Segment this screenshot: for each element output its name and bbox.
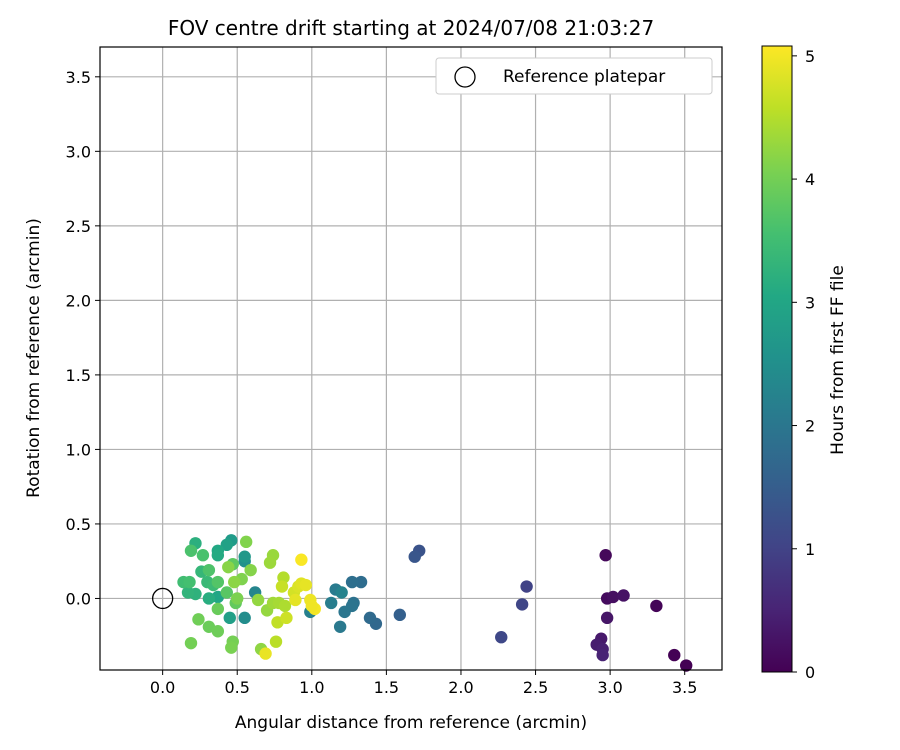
y-axis-label: Rotation from reference (arcmin) — [24, 218, 44, 498]
data-point — [305, 599, 319, 613]
data-point — [244, 563, 257, 577]
data-point — [495, 631, 508, 644]
y-tick-label: 3.5 — [66, 68, 91, 87]
colorbar-tick-label: 5 — [805, 47, 815, 66]
data-point — [183, 575, 196, 589]
x-tick-label: 3.5 — [672, 678, 697, 697]
x-tick-label: 1.5 — [374, 678, 399, 697]
data-point — [202, 563, 216, 577]
data-point — [259, 647, 272, 660]
chart-title: FOV centre drift starting at 2024/07/08 … — [168, 16, 654, 40]
data-point — [324, 596, 338, 610]
y-tick-label: 1.0 — [66, 440, 91, 459]
data-point — [408, 550, 421, 563]
data-point — [225, 641, 238, 654]
data-point — [220, 586, 233, 599]
legend-box — [435, 57, 713, 95]
x-tick-label: 3.0 — [597, 678, 622, 697]
y-tick-label: 2.5 — [66, 217, 91, 236]
y-tick-label: 1.5 — [66, 366, 91, 385]
data-point — [275, 580, 289, 593]
data-point — [192, 613, 205, 626]
data-points — [151, 534, 693, 672]
data-point — [335, 586, 348, 599]
data-point — [393, 608, 407, 622]
data-point — [338, 605, 351, 619]
data-point — [223, 611, 236, 625]
data-point — [202, 592, 216, 605]
plot-frame — [99, 46, 723, 671]
legend: Reference platepar — [435, 57, 713, 95]
data-point — [515, 598, 529, 611]
colorbar-label: Hours from first FF file — [828, 265, 848, 455]
data-point — [184, 636, 198, 650]
y-tick-label: 0.0 — [66, 589, 91, 608]
x-tick-label: 1.0 — [299, 678, 324, 697]
data-point — [617, 589, 630, 602]
data-point — [238, 611, 251, 625]
data-point — [269, 635, 283, 648]
data-point — [239, 535, 253, 549]
y-tick-label: 0.5 — [66, 515, 91, 534]
colorbar-tick-label: 4 — [805, 170, 815, 189]
data-point — [520, 580, 533, 593]
y-tick-label: 2.0 — [66, 291, 91, 310]
reference-marker — [151, 587, 174, 610]
data-point — [345, 575, 359, 589]
grid-lines — [100, 47, 722, 670]
legend-label: Reference platepar — [503, 67, 665, 87]
colorbar-tick-label: 0 — [805, 663, 815, 682]
data-point — [354, 575, 368, 589]
y-axis: 0.0 0.5 1.0 1.5 2.0 2.5 3.0 3.5 — [66, 68, 100, 608]
colorbar-tick-label: 3 — [805, 293, 815, 312]
data-point — [228, 575, 241, 589]
colorbar: 0 1 2 3 4 5 Hours from first FF file — [761, 45, 848, 682]
data-point — [596, 648, 609, 662]
legend-marker-icon — [454, 66, 476, 88]
data-point — [251, 593, 265, 607]
data-point — [600, 611, 614, 625]
data-point — [599, 549, 612, 562]
data-point — [196, 549, 210, 562]
data-point — [668, 648, 681, 662]
data-point — [184, 544, 198, 557]
data-point — [680, 659, 693, 672]
colorbar-tick-label: 2 — [805, 417, 815, 436]
data-point — [289, 593, 302, 607]
colorbar-tick-label: 1 — [805, 540, 815, 559]
data-point — [363, 611, 377, 625]
data-point — [220, 538, 233, 552]
data-point — [211, 625, 225, 638]
data-point — [278, 599, 292, 613]
data-point — [299, 578, 313, 592]
x-axis-label: Angular distance from reference (arcmin) — [235, 713, 587, 733]
data-point — [211, 602, 225, 616]
data-point — [211, 549, 225, 562]
data-point — [606, 590, 620, 604]
x-tick-label: 0.5 — [225, 678, 250, 697]
x-tick-label: 0.0 — [150, 678, 175, 697]
data-point — [238, 550, 251, 563]
data-point — [295, 553, 308, 566]
data-point — [181, 586, 195, 599]
data-point — [650, 599, 663, 613]
data-point — [263, 556, 277, 569]
data-point — [333, 620, 347, 633]
colorbar-gradient — [761, 45, 793, 673]
data-point — [280, 611, 293, 625]
colorbar-ticks: 0 1 2 3 4 5 — [792, 47, 815, 682]
x-axis: 0.0 0.5 1.0 1.5 2.0 2.5 3.0 3.5 — [150, 670, 697, 697]
data-point — [211, 575, 225, 589]
data-point — [222, 560, 235, 574]
x-tick-label: 2.0 — [448, 678, 473, 697]
data-point — [231, 592, 244, 605]
y-tick-label: 3.0 — [66, 142, 91, 161]
x-tick-label: 2.5 — [523, 678, 548, 697]
